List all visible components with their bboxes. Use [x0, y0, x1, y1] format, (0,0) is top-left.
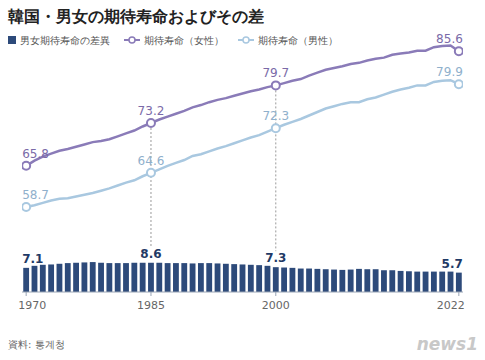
- bar: [156, 263, 162, 292]
- marker: [455, 47, 463, 55]
- bar: [298, 269, 304, 292]
- bar: [290, 268, 296, 292]
- marker: [22, 162, 30, 170]
- data-label: 72.3: [262, 109, 289, 123]
- bar: [231, 264, 237, 292]
- data-label: 7.3: [265, 251, 286, 265]
- bar: [265, 266, 271, 292]
- bar: [57, 264, 63, 292]
- data-label: 73.2: [138, 104, 165, 118]
- bar: [381, 270, 387, 292]
- bar: [123, 263, 129, 292]
- bar: [389, 270, 395, 292]
- legend-swatch: [8, 36, 16, 44]
- bar: [423, 272, 429, 292]
- bar: [148, 263, 154, 292]
- bar: [439, 272, 445, 292]
- bar: [173, 263, 179, 292]
- data-label: 8.6: [140, 247, 161, 261]
- bar: [323, 269, 329, 292]
- bar: [314, 269, 320, 292]
- bar: [273, 267, 279, 292]
- marker: [455, 80, 463, 88]
- guide-line: [150, 128, 151, 247]
- legend-swatch: [243, 37, 249, 43]
- marker: [272, 124, 280, 132]
- bar: [248, 265, 254, 292]
- bar: [165, 263, 171, 292]
- bar: [98, 263, 104, 292]
- data-label: 85.6: [436, 32, 463, 46]
- bar: [106, 263, 112, 292]
- bar: [32, 266, 38, 292]
- bar: [448, 272, 454, 292]
- logo: news1: [417, 334, 478, 354]
- x-tick-label: 2000: [262, 299, 290, 312]
- bar: [181, 263, 187, 292]
- legend: 男女期待寿命の差異 期待寿命（女性） 期待寿命（男性）: [8, 35, 338, 46]
- bar: [131, 263, 137, 292]
- chart: 韓国・男女の期待寿命およびその差 7.1 8.6 7.3 5.7 65.8 73.2 79.7…: [0, 0, 485, 360]
- labels: 7.1 8.6 7.3 5.7 65.8 73.2 79.7 85.6 58.7 64.6 72.3…: [22, 32, 463, 270]
- bar: [373, 269, 379, 292]
- legend-swatch: [129, 37, 135, 43]
- title: 韓国・男女の期待寿命およびその差: [8, 7, 264, 26]
- data-label: 7.1: [22, 252, 43, 266]
- data-label: 65.8: [22, 147, 49, 161]
- bar: [198, 263, 204, 292]
- bar: [339, 270, 345, 292]
- data-label: 58.7: [22, 188, 49, 202]
- data-label: 79.9: [436, 65, 463, 79]
- legend-label: 期待寿命（男性）: [258, 35, 338, 46]
- x-tick: [26, 292, 27, 296]
- legend-label: 男女期待寿命の差異: [20, 35, 110, 46]
- x-axis: [22, 292, 463, 293]
- bar: [456, 273, 462, 292]
- x-tick-label: 1985: [137, 299, 165, 312]
- bar: [348, 270, 354, 292]
- data-label: 64.6: [138, 154, 165, 168]
- x-tick: [458, 292, 459, 296]
- bar: [90, 262, 96, 292]
- bar: [48, 264, 54, 292]
- marker: [147, 119, 155, 127]
- line: [26, 45, 459, 165]
- data-label: 79.7: [262, 66, 289, 80]
- x-tick-label: 1970: [18, 299, 46, 312]
- bar: [356, 269, 362, 292]
- bar: [364, 269, 370, 292]
- bar: [206, 263, 212, 292]
- legend-label: 期待寿命（女性）: [144, 35, 224, 46]
- line: [26, 80, 459, 207]
- marker: [22, 203, 30, 211]
- x-tick-label: 2022: [437, 299, 465, 312]
- bar: [140, 263, 146, 292]
- bar: [431, 272, 437, 292]
- bar: [65, 263, 71, 292]
- bar: [215, 263, 221, 292]
- bar: [40, 265, 46, 292]
- bar: [73, 263, 79, 292]
- bar: [81, 262, 87, 292]
- marks: [22, 45, 463, 292]
- bar: [398, 271, 404, 292]
- bar: [414, 272, 420, 292]
- marker: [147, 169, 155, 177]
- bar: [281, 268, 287, 292]
- bar: [406, 271, 412, 292]
- x-tick: [150, 292, 151, 296]
- bar: [256, 265, 262, 292]
- bar: [306, 269, 312, 292]
- source: 資料: 통계청: [8, 339, 65, 350]
- bar: [223, 264, 229, 292]
- bar: [190, 263, 196, 292]
- data-label: 5.7: [442, 257, 463, 271]
- x-tick: [275, 292, 276, 296]
- bar: [240, 264, 246, 292]
- marker: [272, 81, 280, 89]
- bar: [331, 270, 337, 292]
- bar: [23, 268, 29, 292]
- bar: [115, 263, 121, 292]
